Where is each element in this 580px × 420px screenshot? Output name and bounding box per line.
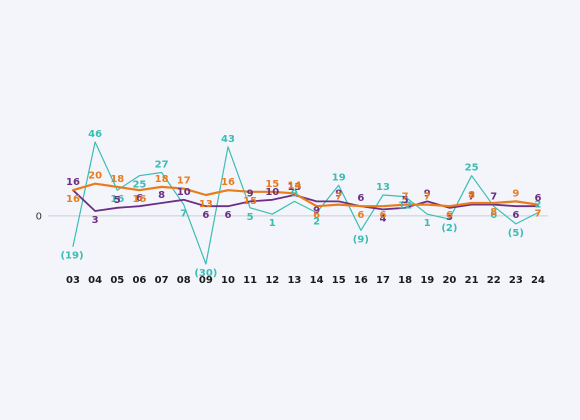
data-label: 19 — [332, 172, 346, 183]
x-tick-label: 13 — [287, 275, 301, 286]
x-tick-label: 03 — [66, 275, 80, 286]
data-label: 1 — [424, 218, 431, 229]
data-label: 7 — [180, 209, 187, 220]
x-tick-label: 23 — [509, 275, 523, 286]
data-label: 9 — [424, 188, 431, 199]
data-label: 9 — [247, 188, 254, 199]
data-label: 6 — [535, 193, 542, 204]
data-label: 16 — [221, 177, 235, 188]
data-label: 7 — [468, 192, 475, 203]
data-label: 9 — [291, 188, 298, 199]
data-label: 7 — [535, 209, 542, 220]
data-label: 16 — [110, 194, 124, 205]
data-label: 10 — [177, 187, 191, 198]
data-label: 5 — [446, 212, 453, 223]
data-label: 8 — [490, 207, 497, 218]
data-label: 8 — [158, 190, 165, 201]
data-label: (5) — [508, 228, 524, 239]
data-label: 5 — [402, 195, 409, 206]
data-label: 6 — [380, 210, 387, 221]
data-label: 18 — [110, 174, 124, 185]
x-tick-label: 12 — [265, 275, 279, 286]
x-tick-label: 10 — [221, 275, 235, 286]
x-tick-label: 15 — [332, 275, 346, 286]
data-label: 6 — [202, 210, 209, 221]
data-label: 27 — [155, 160, 169, 171]
data-label: 8 — [468, 190, 475, 201]
x-tick-label: 05 — [110, 275, 124, 286]
data-label: 6 — [446, 210, 453, 221]
x-tick-label: 22 — [487, 275, 501, 286]
data-label: 1 — [269, 218, 276, 229]
data-label: 25 — [132, 180, 146, 191]
x-tick-label: 08 — [177, 275, 191, 286]
data-label: 7 — [490, 192, 497, 203]
zero-axis-label: 0 — [36, 211, 42, 222]
x-tick-label: 24 — [531, 275, 545, 286]
x-tick-label: 16 — [354, 275, 368, 286]
data-label: 16 — [66, 194, 80, 205]
data-label: 20 — [88, 171, 102, 182]
data-label: 18 — [155, 174, 169, 185]
data-label: 25 — [465, 163, 479, 174]
data-label: 13 — [376, 182, 390, 193]
data-label: 7 — [402, 192, 409, 203]
data-label: 7 — [335, 192, 342, 203]
data-label: (9) — [353, 234, 369, 245]
data-label: 7 — [424, 192, 431, 203]
x-tick-label: 21 — [465, 275, 479, 286]
x-tick-label: 19 — [420, 275, 434, 286]
data-label: 13 — [287, 182, 301, 193]
data-label: 6 — [136, 193, 143, 204]
x-tick-label: 07 — [155, 275, 169, 286]
x-tick-label: 09 — [199, 275, 213, 286]
data-label: 6 — [490, 210, 497, 221]
data-label: 5 — [114, 195, 121, 206]
data-label: 14 — [287, 180, 301, 191]
data-label: 17 — [177, 176, 191, 187]
data-label: 16 — [66, 177, 80, 188]
x-axis-tick-labels: 03 04 05 06 07 08 09 10 11 12 13 14 15 16 17 18 19 20 21 22… — [66, 275, 545, 286]
data-label: 6 — [512, 210, 519, 221]
data-label: 12 — [398, 201, 412, 212]
data-label: 5 — [247, 212, 254, 223]
x-tick-label: 06 — [132, 275, 146, 286]
data-label: 6 — [357, 193, 364, 204]
series-lines — [71, 141, 540, 265]
x-tick-label: 11 — [243, 275, 257, 286]
data-label: 16 — [132, 194, 146, 205]
data-label: 4 — [380, 213, 387, 224]
data-label: 9 — [313, 205, 320, 216]
zero-baseline-group: 0 — [36, 211, 548, 222]
x-tick-label: 14 — [310, 275, 324, 286]
data-label: 15 — [265, 179, 279, 190]
data-label: 2 — [313, 217, 320, 228]
x-tick-label: 20 — [442, 275, 456, 286]
data-label: 6 — [313, 210, 320, 221]
data-label: 3 — [92, 215, 99, 226]
data-label: (30) — [194, 268, 217, 279]
data-label: 46 — [88, 129, 102, 140]
data-label: (19) — [60, 250, 83, 261]
data-label: 15 — [243, 196, 257, 207]
series-line-1 — [72, 141, 539, 265]
series-line-3 — [71, 182, 540, 208]
data-label: 10 — [265, 187, 279, 198]
data-label: 9 — [335, 188, 342, 199]
series-line-2 — [72, 189, 539, 212]
data-label: 9 — [512, 188, 519, 199]
data-label: (2) — [441, 223, 457, 234]
x-tick-label: 18 — [398, 275, 412, 286]
data-label: 6 — [357, 210, 364, 221]
data-label: 2 — [535, 200, 542, 211]
data-label: 6 — [225, 210, 232, 221]
data-label: 43 — [221, 134, 235, 145]
x-tick-label: 17 — [376, 275, 390, 286]
data-label: 13 — [199, 199, 213, 210]
x-tick-label: 04 — [88, 275, 102, 286]
